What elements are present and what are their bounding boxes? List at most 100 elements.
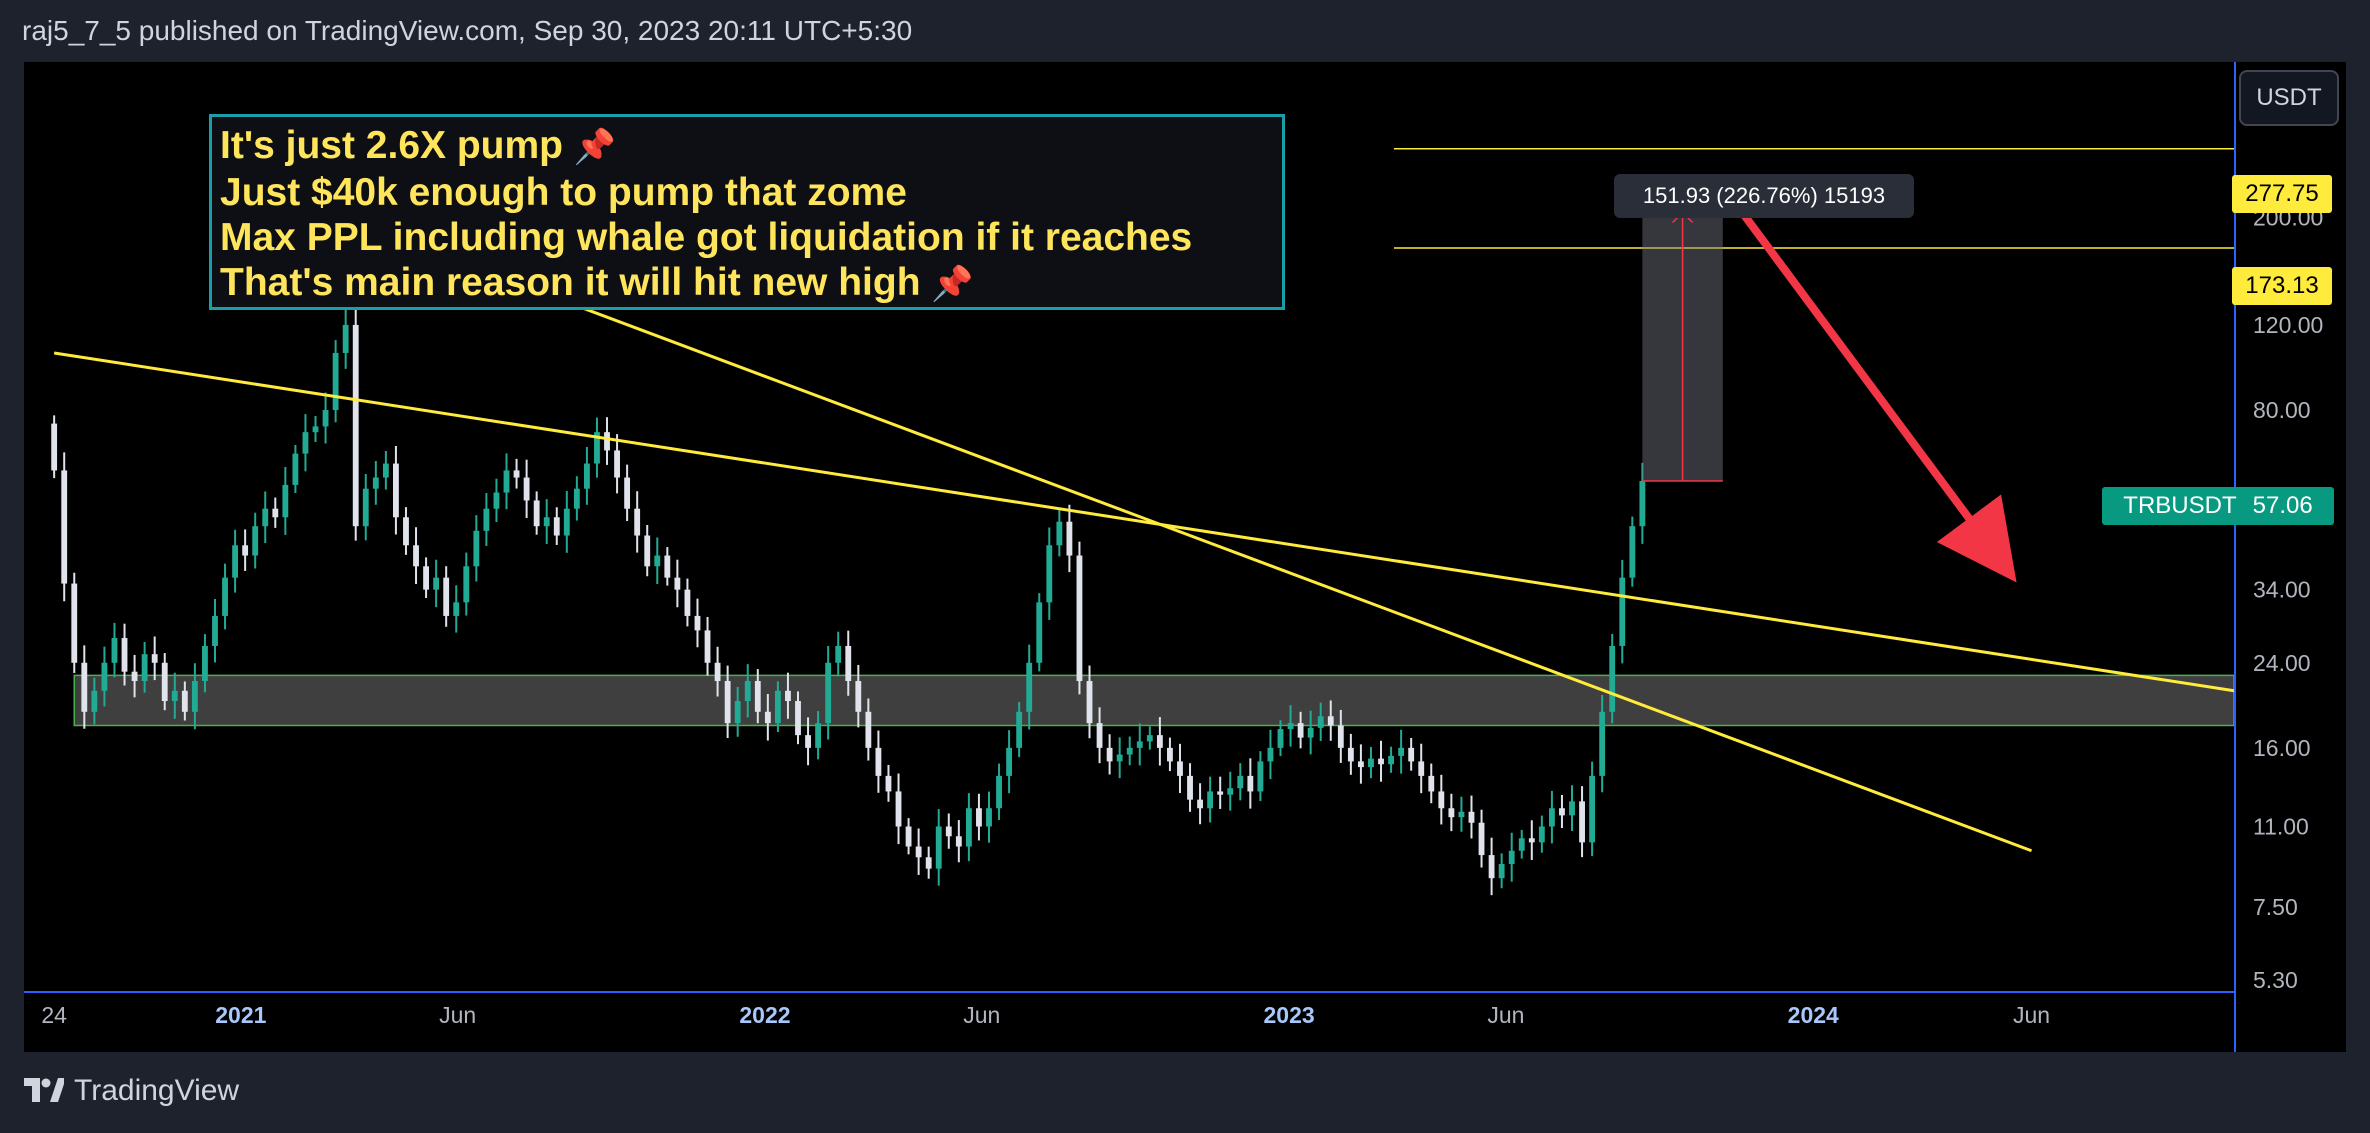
candle <box>1327 700 1334 741</box>
candle <box>242 529 249 571</box>
last-price: 57.06 <box>2252 492 2313 519</box>
candle <box>262 491 269 544</box>
candle <box>312 416 319 442</box>
x-tick-label: 24 <box>41 1002 67 1028</box>
candle <box>181 681 188 721</box>
candle <box>473 515 480 582</box>
currency-button[interactable]: USDT <box>2239 70 2339 126</box>
candle <box>1217 776 1224 809</box>
candle <box>1478 809 1485 868</box>
candle <box>734 686 741 737</box>
candle <box>513 458 520 489</box>
candle <box>744 664 751 718</box>
y-tick-label: 11.00 <box>2253 814 2309 840</box>
candle <box>222 563 228 630</box>
candle <box>774 681 781 733</box>
publish-info: raj5_7_5 published on TradingView.com, S… <box>22 15 913 46</box>
candle <box>202 634 208 693</box>
candle <box>573 476 580 521</box>
candle <box>121 623 128 686</box>
candle <box>413 527 419 585</box>
candle <box>543 499 550 544</box>
candle <box>1368 746 1374 779</box>
candle <box>915 828 922 875</box>
candle <box>1498 853 1505 889</box>
candle <box>764 694 771 741</box>
price-chart[interactable]: 5.307.5011.0016.0024.0034.0050.0080.0012… <box>24 62 2346 1052</box>
x-tick-label: Jun <box>963 1002 1000 1028</box>
candle <box>342 308 349 369</box>
candle <box>976 793 982 841</box>
candle <box>674 559 681 608</box>
projection-arrow[interactable] <box>1734 203 2017 583</box>
measure-tooltip: 151.93 (226.76%) 15193 <box>1614 174 1914 218</box>
trendline-lower[interactable] <box>425 247 2033 853</box>
brand-name: TradingView <box>74 1074 240 1107</box>
candle <box>684 578 691 627</box>
level-price-tag: 277.75 <box>2232 175 2332 213</box>
candle <box>1438 774 1445 825</box>
candle <box>1126 736 1133 766</box>
candle <box>1297 711 1304 749</box>
annotation-note[interactable]: It's just 2.6X pump 📌 Just $40k enough t… <box>209 114 1285 310</box>
candle <box>1408 737 1415 771</box>
candle <box>1589 761 1596 857</box>
candle <box>372 461 379 505</box>
x-tick-label: 2021 <box>215 1002 266 1028</box>
x-tick-label: Jun <box>2013 1002 2050 1028</box>
candle <box>1378 740 1384 782</box>
candle <box>1528 820 1535 860</box>
candle <box>1036 593 1043 672</box>
chart-area[interactable]: 5.307.5011.0016.0024.0034.0050.0080.0012… <box>24 62 2346 1052</box>
candle <box>1076 541 1083 695</box>
candle <box>594 417 600 478</box>
trendline-upper[interactable] <box>53 351 2235 693</box>
candle <box>1398 729 1405 774</box>
symbol-price-tag: TRBUSDT 57.06 <box>2102 487 2334 525</box>
candle <box>292 444 299 494</box>
candle <box>141 641 148 693</box>
y-tick-label: 24.00 <box>2253 650 2311 676</box>
candle <box>1317 702 1324 741</box>
candle <box>644 525 651 577</box>
candle <box>403 507 409 555</box>
symbol-name: TRBUSDT <box>2123 492 2237 519</box>
candle <box>171 672 178 719</box>
candle <box>252 512 259 569</box>
candle <box>996 763 1002 820</box>
candle <box>704 617 711 676</box>
candle <box>1599 694 1606 793</box>
candle <box>1096 707 1103 764</box>
candle <box>1518 829 1525 859</box>
candle <box>634 491 641 553</box>
candle <box>523 459 530 518</box>
candle <box>724 665 731 739</box>
candle <box>664 547 671 586</box>
candle <box>1247 758 1254 809</box>
candle <box>1488 837 1495 896</box>
tradingview-logo[interactable]: TradingView <box>24 1074 239 1108</box>
header-bar: raj5_7_5 published on TradingView.com, S… <box>0 0 2370 62</box>
candle <box>875 730 882 793</box>
candle <box>91 677 98 725</box>
candle <box>161 653 168 711</box>
candle <box>453 585 460 633</box>
candle <box>1287 705 1294 747</box>
candle <box>393 445 399 535</box>
candle <box>815 711 822 760</box>
candle <box>1227 771 1234 811</box>
candle <box>332 340 339 423</box>
candle <box>272 497 279 528</box>
candle <box>1548 790 1555 844</box>
x-tick-label: Jun <box>1487 1002 1524 1028</box>
candle <box>51 415 58 479</box>
candle <box>1388 746 1394 773</box>
candle <box>1428 763 1435 804</box>
candle <box>443 566 450 627</box>
candle <box>1106 734 1113 775</box>
candle <box>302 414 309 472</box>
candle <box>503 453 510 510</box>
candle <box>1639 462 1646 544</box>
candle <box>604 417 610 465</box>
candle <box>1146 726 1153 750</box>
